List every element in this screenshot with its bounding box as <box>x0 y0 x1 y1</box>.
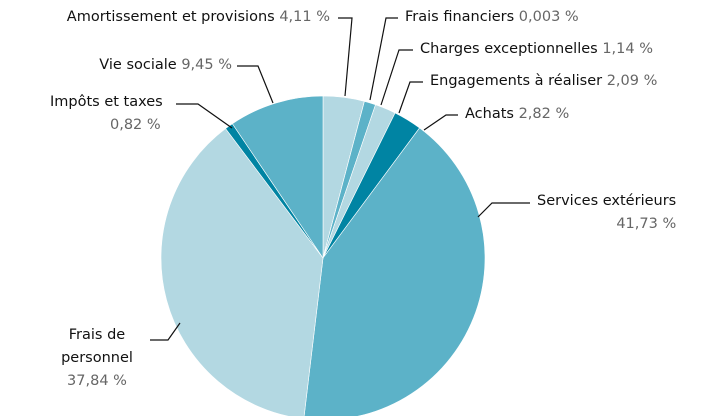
value-label: 0,82 % <box>110 117 161 133</box>
slice-label: Achats 2,82 % <box>465 103 569 126</box>
category-name: Amortissement et provisions <box>66 9 275 25</box>
slice <box>231 95 324 259</box>
category-name: Vie sociale <box>99 57 177 73</box>
value-label: 2,09 % <box>606 73 658 89</box>
slice-label: Vie sociale 9,45 % <box>99 54 232 77</box>
value-label: 41,73 % <box>616 216 677 232</box>
category-name: Frais financiers <box>405 9 515 25</box>
slice-label: Amortissement et provisions 4,11 % <box>67 6 330 29</box>
slice <box>160 128 324 416</box>
category-name: Impôts et taxes <box>50 94 163 110</box>
category-name: Frais de personnel <box>61 327 133 366</box>
value-label: 1,14 % <box>602 41 653 57</box>
category-name: Engagements à réaliser <box>430 73 603 89</box>
leader-lines <box>150 17 530 341</box>
value-label: 9,45 % <box>181 57 232 73</box>
category-name: Achats <box>465 106 514 122</box>
slice-label: Engagements à réaliser 2,09 % <box>430 70 657 93</box>
slice-label: Charges exceptionnelles 1,14 % <box>420 38 653 61</box>
slice-label: Services extérieurs 41,73 % <box>537 190 676 236</box>
category-name: Charges exceptionnelles <box>420 41 598 57</box>
value-label: 4,11 % <box>279 9 330 25</box>
slice-label: Frais de personnel 37,84 % <box>47 324 147 393</box>
category-name: Services extérieurs <box>537 193 677 209</box>
value-label: 2,82 % <box>518 106 570 122</box>
value-label: 37,84 % <box>67 373 127 389</box>
slice-label: Frais financiers 0,003 % <box>405 6 579 29</box>
slice-label: Impôts et taxes 0,82 % <box>50 91 163 137</box>
value-label: 0,003 % <box>518 9 579 25</box>
